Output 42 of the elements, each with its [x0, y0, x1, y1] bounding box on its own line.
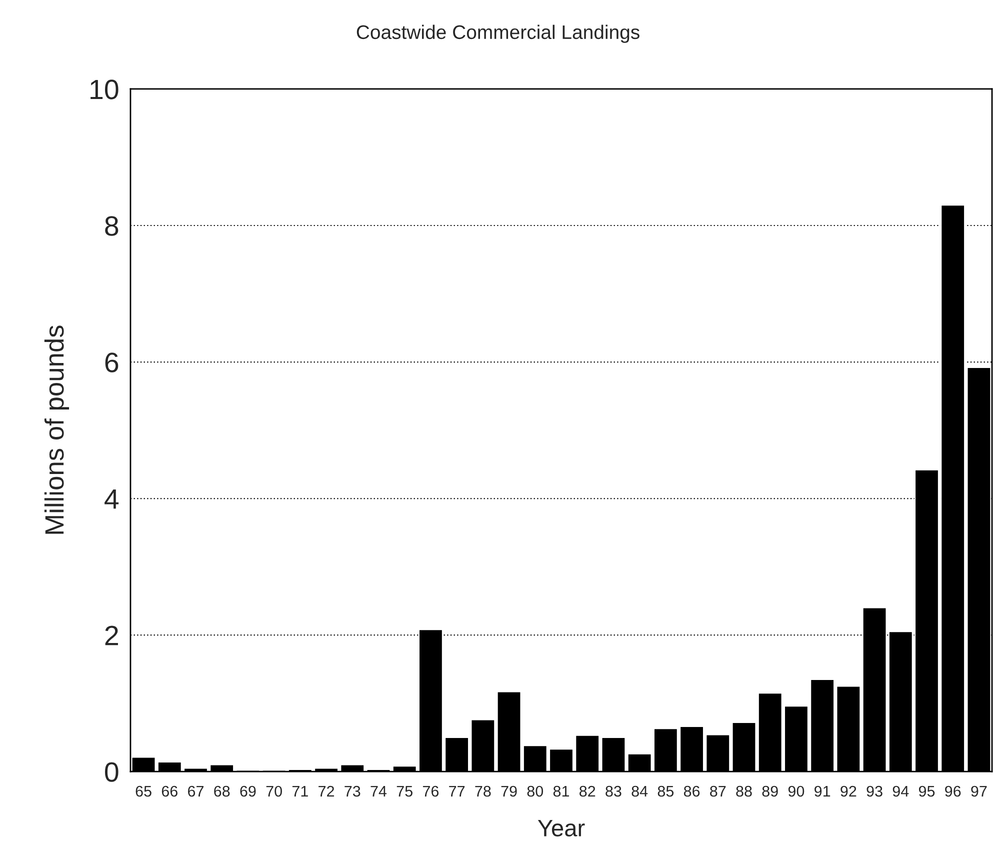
x-tick-label: 84 [632, 786, 648, 797]
y-tick-label: 0 [105, 762, 118, 782]
x-tick-label: 93 [866, 786, 882, 797]
x-tick-label: 71 [292, 786, 308, 797]
x-tick-label: 94 [892, 786, 909, 797]
x-tick-label: 87 [710, 786, 726, 797]
x-tick-label: 74 [370, 786, 387, 797]
x-tick-label: 85 [658, 786, 674, 797]
x-tick-label: 79 [501, 786, 517, 797]
x-tick-label: 72 [318, 786, 334, 797]
y-axis-title: Millions of pounds [44, 326, 70, 534]
x-tick-label: 75 [396, 786, 412, 797]
x-tick-label: 88 [736, 786, 752, 797]
x-tick-label: 76 [422, 786, 439, 797]
x-tick-label: 70 [266, 786, 282, 797]
x-tick-label: 68 [214, 786, 230, 797]
x-tick-label: 95 [918, 786, 935, 797]
x-tick-label: 89 [762, 786, 778, 797]
x-tick-label: 91 [814, 786, 830, 797]
x-axis-title: Year [538, 820, 585, 836]
x-tick-label: 81 [553, 786, 569, 797]
x-tick-label: 67 [188, 786, 204, 797]
y-tick-label: 10 [90, 80, 118, 100]
y-tick-label: 6 [105, 352, 118, 372]
y-tick-label: 2 [105, 626, 118, 646]
x-tick-label: 97 [971, 786, 987, 797]
x-tick-label: 90 [788, 786, 804, 797]
chart-title: Coastwide Commercial Landings [356, 24, 640, 43]
x-tick-label: 66 [162, 786, 178, 797]
x-tick-label: 92 [840, 786, 856, 797]
x-tick-label: 69 [240, 786, 256, 797]
x-tick-label: 78 [475, 786, 491, 797]
x-tick-label: 86 [684, 786, 700, 797]
x-tick-label: 82 [580, 786, 596, 797]
x-tick-label: 96 [945, 786, 961, 797]
y-tick-label: 8 [105, 216, 118, 236]
x-tick-label: 80 [527, 786, 544, 797]
x-tick-label: 77 [449, 786, 465, 797]
x-tick-label: 83 [606, 786, 622, 797]
x-tick-label: 65 [136, 786, 152, 797]
y-tick-label: 4 [104, 489, 119, 509]
x-tick-label: 73 [344, 786, 360, 797]
